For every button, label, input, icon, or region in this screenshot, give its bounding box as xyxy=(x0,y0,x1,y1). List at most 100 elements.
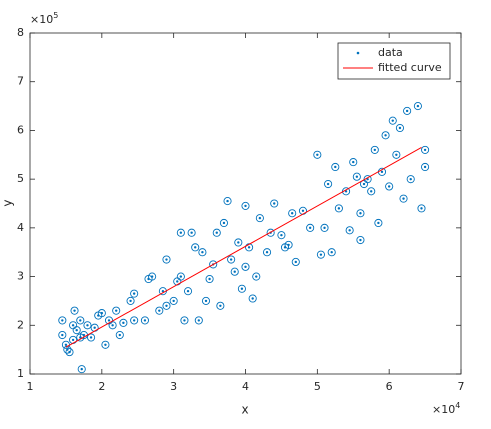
point-dot xyxy=(294,260,297,264)
point-dot xyxy=(334,165,337,169)
point-ring xyxy=(234,238,243,247)
y-tick-label: 6 xyxy=(17,123,24,136)
point-ring xyxy=(180,316,189,325)
x-multiplier-exp: 4 xyxy=(455,401,460,410)
legend-label: fitted curve xyxy=(378,61,442,74)
point-ring xyxy=(76,316,85,325)
point-ring xyxy=(406,175,415,184)
point-dot xyxy=(330,251,333,254)
point-dot xyxy=(75,328,78,332)
data-point xyxy=(284,240,293,249)
data-point xyxy=(277,231,286,240)
x-tick-label: 5 xyxy=(314,380,321,393)
data-point xyxy=(255,214,264,223)
data-point xyxy=(306,223,315,232)
point-ring xyxy=(241,262,250,271)
point-ring xyxy=(381,131,390,140)
point-ring xyxy=(241,201,250,210)
data-point xyxy=(316,250,325,259)
point-dot xyxy=(265,251,269,254)
data-point xyxy=(212,228,221,237)
point-ring xyxy=(169,296,178,305)
point-ring xyxy=(201,296,211,305)
y-tick-label: 5 xyxy=(17,172,24,185)
point-dot xyxy=(80,367,83,371)
point-dot xyxy=(323,226,326,230)
point-ring xyxy=(266,228,275,237)
data-point xyxy=(262,248,272,257)
point-dot xyxy=(176,280,179,283)
data-point xyxy=(291,257,300,267)
point-dot xyxy=(190,231,193,234)
point-dot xyxy=(391,119,394,122)
point-ring xyxy=(108,321,117,330)
point-ring xyxy=(209,260,218,269)
point-dot xyxy=(395,153,398,156)
point-ring xyxy=(291,257,300,267)
point-dot xyxy=(89,336,93,339)
point-ring xyxy=(421,162,430,172)
point-dot xyxy=(402,197,405,200)
point-dot xyxy=(115,309,118,312)
y-tick-label: 7 xyxy=(17,75,24,88)
data-point xyxy=(252,272,261,281)
data-point xyxy=(58,316,67,325)
point-dot xyxy=(359,212,362,215)
y-multiplier-base: ×10 xyxy=(30,13,53,26)
data-point xyxy=(169,296,178,305)
point-ring xyxy=(320,223,329,232)
data-point xyxy=(176,228,185,237)
data-point xyxy=(155,306,164,315)
x-tick-label: 6 xyxy=(386,380,393,393)
point-ring xyxy=(162,301,171,310)
point-ring xyxy=(77,365,86,374)
x-tick-label: 2 xyxy=(98,380,105,393)
x-tick-label: 3 xyxy=(170,380,177,393)
point-dot xyxy=(337,207,341,210)
data-point xyxy=(191,243,200,252)
data-point xyxy=(162,301,171,310)
point-dot xyxy=(194,246,197,249)
data-point xyxy=(399,194,408,203)
point-dot xyxy=(226,199,229,203)
data-point xyxy=(108,321,117,330)
data-point xyxy=(406,175,415,184)
data-point xyxy=(77,365,86,374)
point-ring xyxy=(162,255,171,264)
point-dot xyxy=(150,275,154,278)
point-ring xyxy=(216,301,225,310)
point-dot xyxy=(100,311,104,315)
point-dot xyxy=(423,148,427,152)
data-point xyxy=(194,316,203,325)
point-dot xyxy=(122,321,125,325)
data-point xyxy=(230,267,239,276)
point-ring xyxy=(87,333,96,342)
point-ring xyxy=(385,182,394,191)
y-multiplier: ×105 xyxy=(30,11,58,27)
point-dot xyxy=(179,275,183,278)
point-dot xyxy=(165,258,168,261)
data-point xyxy=(403,106,412,115)
point-dot xyxy=(380,170,384,174)
data-point xyxy=(83,321,92,330)
point-ring xyxy=(148,272,157,281)
point-dot xyxy=(71,338,75,342)
point-ring xyxy=(237,284,246,293)
point-ring xyxy=(413,102,422,111)
data-point xyxy=(130,289,139,298)
y-tick-label: 3 xyxy=(17,270,24,283)
point-ring xyxy=(262,248,272,257)
x-tick-label: 4 xyxy=(242,380,249,393)
point-dot xyxy=(64,343,68,346)
point-ring xyxy=(252,272,261,281)
point-dot xyxy=(423,165,427,169)
data-point xyxy=(58,330,67,340)
point-dot xyxy=(129,299,132,303)
point-ring xyxy=(83,321,92,330)
data-point xyxy=(392,150,401,159)
point-ring xyxy=(70,306,79,315)
point-dot xyxy=(61,319,64,322)
data-point xyxy=(381,131,390,140)
data-point xyxy=(313,150,322,159)
point-dot xyxy=(233,270,236,273)
